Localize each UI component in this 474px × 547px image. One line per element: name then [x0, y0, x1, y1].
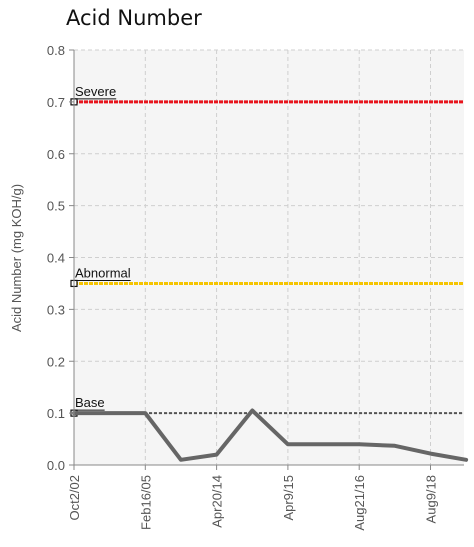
chart-title: Acid Number — [66, 6, 202, 30]
series-lines — [72, 408, 469, 462]
y-tick-label: 0.7 — [47, 95, 65, 110]
y-tick-label: 0.6 — [47, 147, 65, 162]
threshold-label: Base — [75, 395, 105, 410]
y-axis-label: Acid Number (mg KOH/g) — [9, 184, 24, 332]
x-tick-label: Feb16/05 — [138, 475, 153, 530]
series-line — [72, 408, 469, 462]
y-axis-ticks: 0.0 0.1 0.2 0.3 0.4 0.5 0.6 0.7 0.8 — [47, 43, 74, 473]
y-tick-label: 0.0 — [47, 458, 65, 473]
y-tick-label: 0.5 — [47, 199, 65, 214]
y-tick-label: 0.1 — [47, 406, 65, 421]
threshold-label: Severe — [75, 84, 116, 99]
x-tick-label: Apr9/15 — [281, 475, 296, 521]
y-tick-label: 0.2 — [47, 354, 65, 369]
x-tick-label: Aug21/16 — [352, 475, 367, 531]
y-tick-label: 0.3 — [47, 302, 65, 317]
x-tick-label: Oct2/02 — [67, 475, 82, 521]
y-tick-label: 0.8 — [47, 43, 65, 58]
x-tick-label: Apr20/14 — [210, 475, 225, 528]
y-tick-label: 0.4 — [47, 251, 65, 266]
x-tick-label: Aug9/18 — [424, 475, 439, 523]
threshold-lines: Severe Abnormal Base — [70, 84, 464, 417]
threshold-label: Abnormal — [75, 265, 131, 280]
x-axis-ticks: Oct2/02 Feb16/05 Apr20/14 Apr9/15 Aug21/16 Au… — [67, 465, 439, 531]
